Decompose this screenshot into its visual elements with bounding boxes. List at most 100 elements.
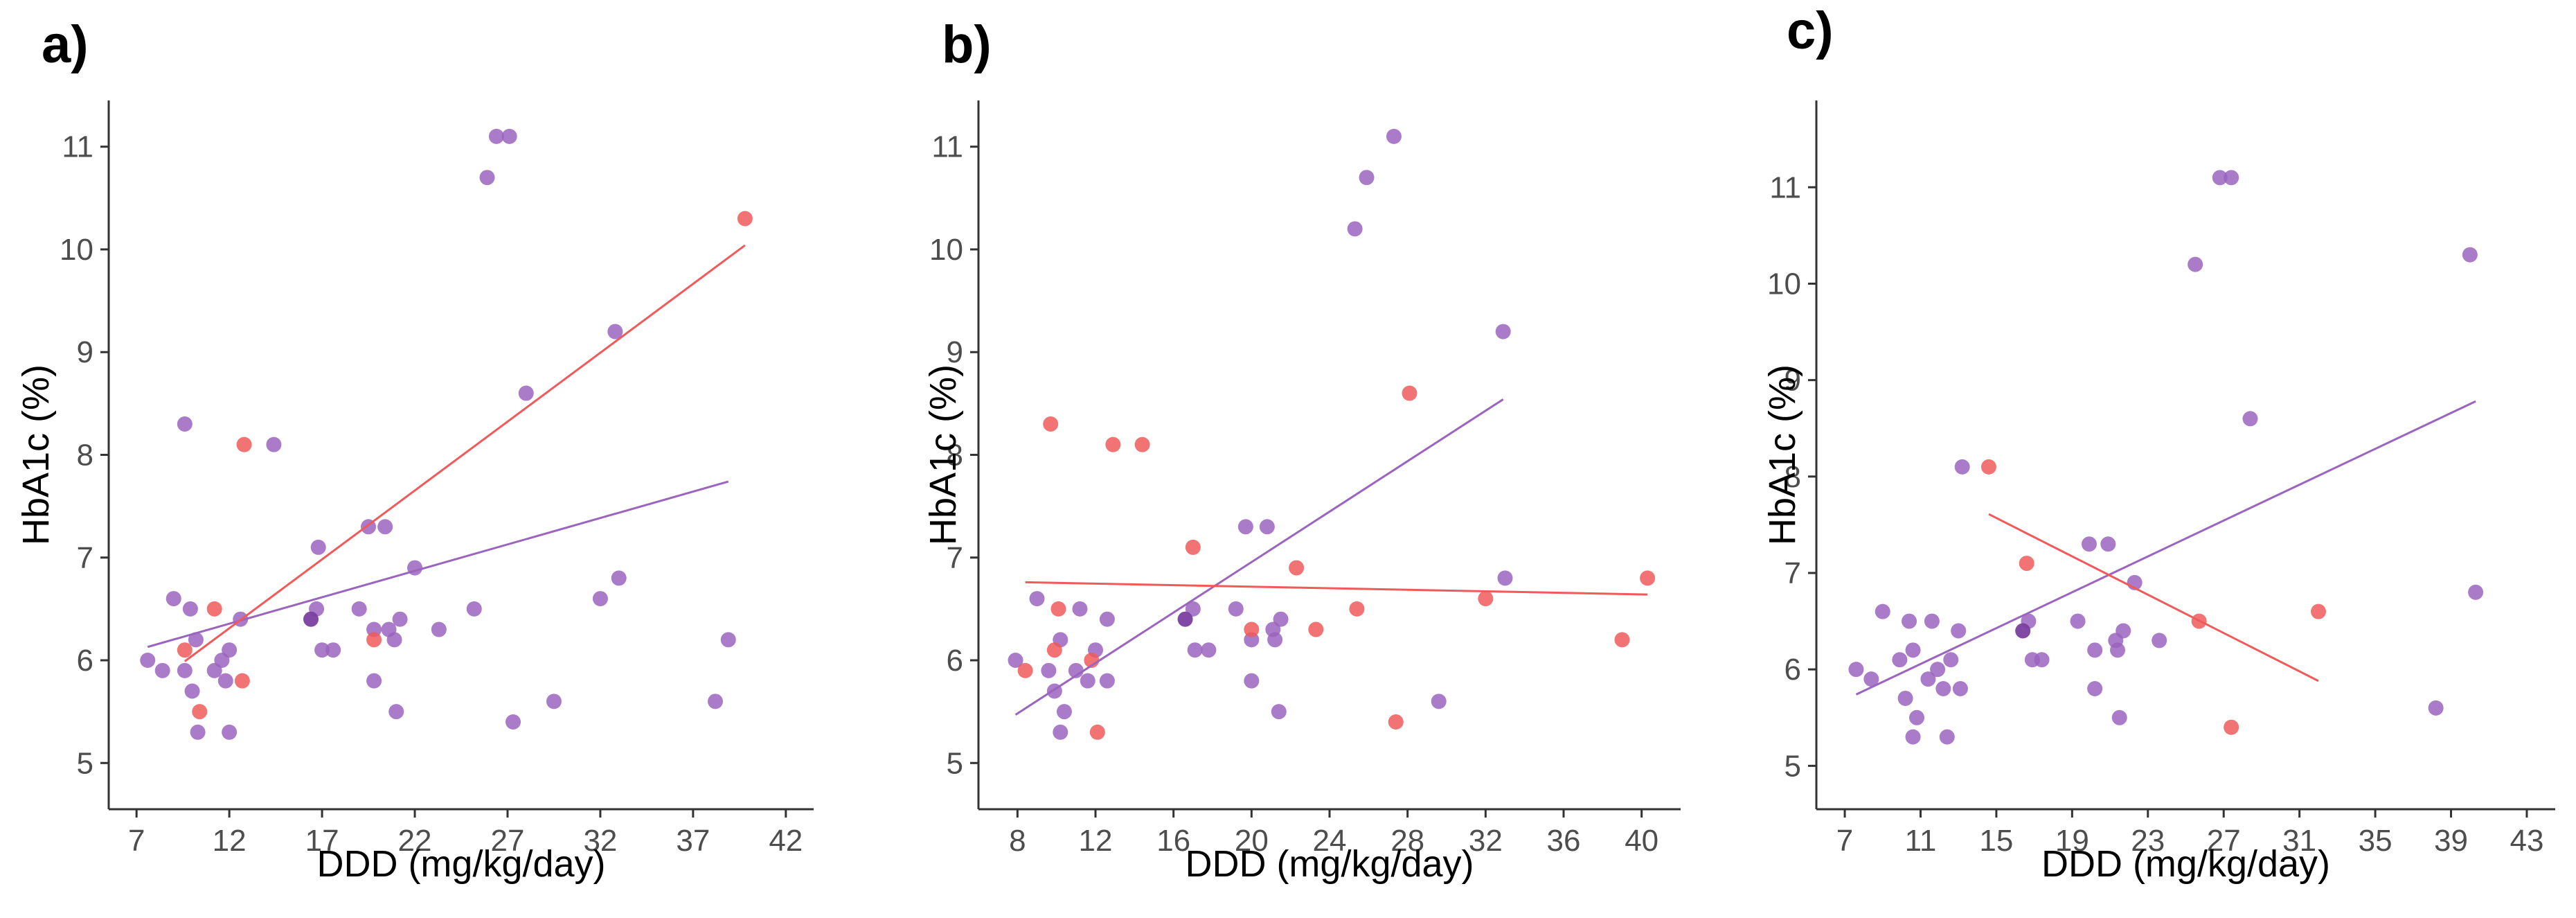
data-point-purple [386,632,402,648]
x-tick-label: 12 [1079,824,1113,858]
data-point-purple [1495,324,1511,339]
y-tick-label: 7 [947,541,963,575]
data-point-overlap [1177,611,1193,627]
data-point-purple [1187,642,1203,658]
y-axis-title: HbA1c (%) [922,364,964,545]
data-point-red [1308,621,1324,637]
data-point-purple [1905,642,1921,658]
data-point-purple [1099,611,1115,627]
x-tick-label: 27 [490,824,524,858]
y-tick-label: 11 [62,130,93,164]
data-point-red [234,673,250,689]
x-tick-label: 24 [1313,824,1347,858]
data-point-overlap [2015,623,2031,639]
data-point-purple [1273,611,1289,627]
y-tick-label: 8 [1785,460,1801,494]
data-point-red [1289,560,1305,576]
y-tick-label: 5 [947,746,963,780]
data-point-purple [1930,662,1946,678]
data-point-purple [325,642,341,658]
x-tick-label: 28 [1390,824,1424,858]
data-point-purple [1029,591,1045,607]
data-point-red [1349,601,1365,617]
x-tick-label: 20 [1235,824,1269,858]
data-point-purple [1008,653,1023,669]
data-point-purple [1902,613,1917,629]
data-point-red [206,601,222,617]
data-point-purple [351,601,367,617]
data-point-purple [1939,729,1955,745]
data-point-purple [1053,724,1068,740]
fit-line-purple [147,480,729,648]
data-point-purple [2034,652,2050,668]
data-point-purple [501,128,517,144]
data-point-purple [1920,671,1936,687]
data-point-purple [1935,681,1951,697]
data-point-purple [1056,704,1072,720]
data-point-purple [2188,256,2203,272]
data-point-purple [1244,673,1260,689]
data-point-purple [1386,128,1402,144]
data-point-purple [190,724,206,740]
data-point-purple [182,601,198,617]
data-point-purple [2081,536,2097,552]
data-point-red [1402,385,1417,401]
data-point-purple [1359,170,1375,186]
data-point-red [1089,724,1105,740]
data-point-purple [708,694,724,709]
x-tick-label: 23 [2131,824,2165,858]
data-point-red [1980,459,1996,475]
x-axis-title: DDD (mg/kg/day) [2041,843,2330,885]
data-point-purple [1080,673,1095,689]
data-point-purple [1259,519,1275,535]
data-point-purple [1924,613,1940,629]
data-point-purple [1072,601,1088,617]
data-point-purple [217,673,233,689]
data-point-purple [431,621,447,637]
x-tick-label: 15 [1979,824,2013,858]
chart-panel-3: c) 5 6 7 8 9 10 11 7 11 15 19 23 27 31 35 39 43 DDD (mg/kg… [1762,1,2555,885]
x-tick-label: 32 [1469,824,1503,858]
y-tick-label: 8 [947,439,963,473]
fit-line-red [1025,581,1648,596]
data-point-purple [166,591,181,607]
data-point-red [177,642,193,658]
panel-label: c) [1787,1,1834,60]
data-point-purple [2087,642,2103,658]
data-point-purple [2111,709,2127,725]
y-tick-label: 11 [1769,170,1801,204]
data-point-purple [2087,681,2103,697]
y-tick-label: 11 [931,130,963,164]
data-point-purple [188,632,204,648]
data-point-purple [2428,700,2444,716]
data-point-purple [518,385,534,401]
data-point-purple [1237,519,1253,535]
data-point-red [1388,714,1404,730]
data-point-red [1614,632,1630,648]
y-tick-label: 8 [77,439,93,473]
y-tick-label: 5 [1785,749,1801,783]
x-tick-label: 22 [398,824,432,858]
data-point-purple [488,128,504,144]
data-point-purple [140,653,156,669]
data-point-purple [1952,681,1968,697]
data-point-purple [1848,662,1864,678]
data-point-purple [1497,570,1513,586]
data-point-purple [1347,221,1363,237]
data-point-red [2311,603,2327,619]
data-point-purple [1954,459,1970,475]
data-point-purple [466,601,482,617]
data-point-red [737,211,753,227]
x-tick-label: 11 [1905,824,1937,858]
data-point-red [1185,539,1201,555]
data-point-purple [479,170,495,186]
y-tick-label: 9 [947,335,963,369]
y-tick-label: 9 [77,335,93,369]
x-tick-label: 7 [128,824,145,858]
x-tick-label: 17 [305,824,339,858]
panel-label: b) [942,15,992,74]
y-tick-label: 10 [929,233,963,267]
y-tick-label: 7 [1785,556,1801,590]
data-point-purple [377,519,393,535]
